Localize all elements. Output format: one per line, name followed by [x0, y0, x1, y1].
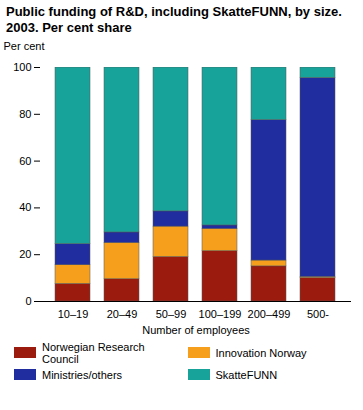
svg-text:100–199: 100–199: [199, 308, 242, 320]
svg-text:10–19: 10–19: [58, 308, 89, 320]
svg-text:60: 60: [19, 154, 31, 166]
html-text:Ministries/others: Ministries/others: [42, 368, 123, 381]
html-text:Norwegian Research Council: Norwegian Research Council: [42, 340, 145, 365]
svg-text:20: 20: [19, 248, 31, 260]
svg-text:100: 100: [13, 61, 31, 73]
svg-text:Number of employees: Number of employees: [142, 323, 250, 335]
svg-text:40: 40: [19, 201, 31, 213]
svg-text:50–99: 50–99: [156, 308, 187, 320]
svg-text:20–49: 20–49: [107, 308, 138, 320]
svg-text:0: 0: [25, 295, 31, 307]
svg-text:80: 80: [19, 107, 31, 119]
svg-text:Per cent: Per cent: [4, 40, 45, 52]
html-text:Public funding of R&D, includi: Public funding of R&D, including SkatteF…: [6, 4, 342, 36]
svg-text:200–499: 200–499: [248, 308, 291, 320]
html-text:SkatteFUNN: SkatteFUNN: [215, 368, 278, 381]
html-text:Innovation Norway: Innovation Norway: [215, 346, 307, 359]
svg-text:500-: 500-: [307, 308, 329, 320]
